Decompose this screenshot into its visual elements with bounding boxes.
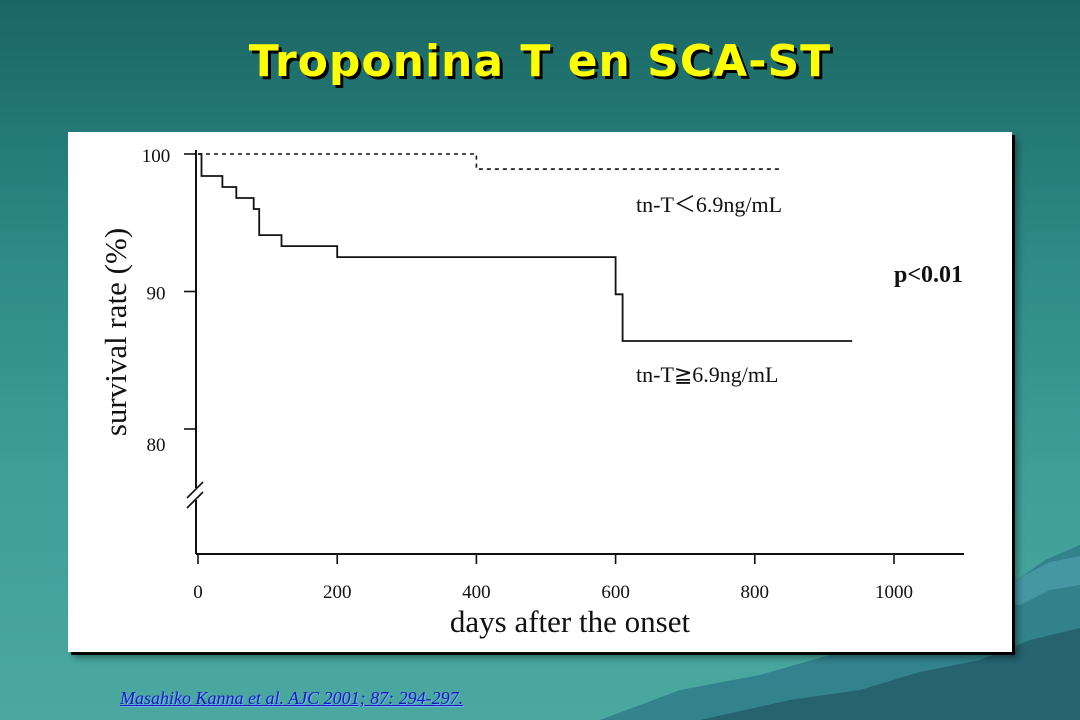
y-tick-label: 90: [147, 284, 166, 305]
series-label-2: tn-T≧6.9ng/mL: [636, 362, 778, 387]
x-tick-label: 800: [741, 582, 770, 603]
y-axis-label: survival rate (%): [98, 228, 133, 436]
y-axis-break-mark: [186, 481, 204, 499]
y-tick-label: 100: [142, 146, 171, 167]
x-tick-label: 200: [323, 582, 352, 603]
y-axis-break-mark: [186, 491, 204, 509]
y-tick-label: 80: [147, 435, 166, 456]
series-line-2: [198, 153, 853, 342]
series-label-1: tn-T＜6.9ng/mL: [636, 192, 782, 217]
citation-text: Masahiko Kanna et al. AJC 2001; 87: 294-…: [120, 688, 464, 708]
x-tick-label: 400: [462, 582, 491, 603]
slide-title: Troponina T en SCA-ST: [248, 36, 832, 87]
p-value-annotation: p<0.01: [894, 262, 963, 288]
chart-figure: 80 90 100 0 200 400 600 800 1000 days after the o…: [68, 132, 1012, 652]
series-line-1: [198, 153, 783, 170]
x-tick-label: 600: [601, 582, 630, 603]
x-axis-label: days after the onset: [450, 604, 691, 639]
x-tick-label: 0: [193, 582, 203, 603]
x-tick-label: 1000: [875, 582, 913, 603]
